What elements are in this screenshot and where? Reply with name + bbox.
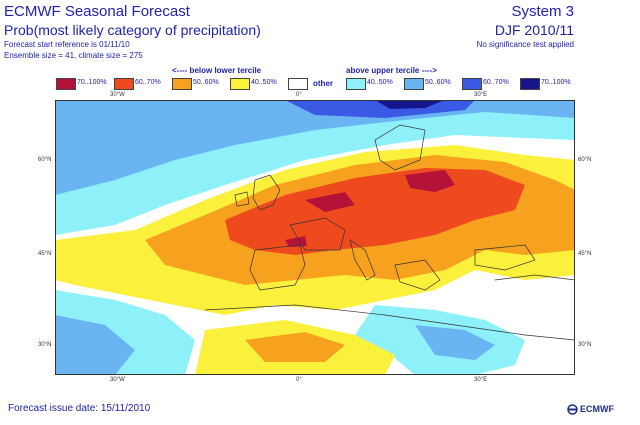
legend-label: 60..70% — [483, 79, 509, 86]
below-tercile-header: <---- below lower tercile — [172, 66, 262, 75]
coastline-scandinavia — [374, 124, 426, 171]
lat-label-right: 45°N — [578, 251, 592, 257]
navy-region — [375, 100, 445, 109]
red-orange-region — [225, 168, 525, 255]
coastline-france — [289, 217, 346, 251]
lon-label-top: 30°W — [110, 92, 125, 98]
system-label: System 3 — [511, 3, 574, 20]
issue-date: Forecast issue date: 15/11/2010 — [8, 403, 151, 414]
significance-note: No significance test applied — [476, 40, 574, 49]
legend-swatch — [172, 78, 192, 90]
legend-label: 40..50% — [251, 79, 277, 86]
lat-label-right: 30°N — [578, 342, 592, 348]
coastline-turkey — [494, 274, 575, 281]
legend-label: 50..60% — [193, 79, 219, 86]
legend-swatch — [404, 78, 424, 90]
coastline-north-africa — [204, 304, 575, 341]
lat-label-right: 60°N — [578, 157, 592, 163]
coastline-iberia — [249, 244, 306, 291]
lon-label-bottom: 30°W — [110, 377, 125, 383]
legend-swatch — [56, 78, 76, 90]
legend-swatch — [346, 78, 366, 90]
crimson-region-west — [305, 192, 355, 212]
legend-swatch — [520, 78, 540, 90]
coastline-italy — [349, 239, 376, 281]
legend-label: 70..100% — [77, 79, 107, 86]
legend-label: 60..70% — [135, 79, 161, 86]
lon-label-top: 0° — [296, 92, 302, 98]
coastlines — [204, 124, 575, 341]
crimson-region — [405, 170, 455, 192]
ecmwf-logo-text: ECMWF — [580, 404, 614, 414]
lon-label-bottom: 30°E — [474, 377, 488, 383]
above-tercile-header: above upper tercile ----> — [346, 66, 437, 75]
precipitation-map — [55, 100, 575, 375]
blue-region — [55, 100, 575, 195]
lon-label-bottom: 0° — [296, 377, 302, 383]
coastline-balkans — [394, 259, 441, 291]
legend-label: 40..50% — [367, 79, 393, 86]
blue-region-south — [55, 315, 135, 375]
lon-label-top: 30°E — [474, 92, 488, 98]
legend-other-label: other — [313, 79, 333, 88]
lat-label-left: 30°N — [38, 342, 52, 348]
lat-label-left: 60°N — [38, 157, 52, 163]
ecmwf-logo-icon — [567, 404, 578, 415]
legend-label: 50..60% — [425, 79, 451, 86]
coastline-britain — [252, 174, 281, 211]
blue-region-med — [415, 325, 495, 360]
page-subtitle: Prob(most likely category of precipitati… — [4, 22, 261, 38]
map-frame — [55, 100, 575, 375]
coastline-ireland — [234, 191, 250, 207]
coastline-black-sea — [474, 244, 536, 271]
period-label: DJF 2010/11 — [494, 22, 574, 38]
legend-swatch — [230, 78, 250, 90]
page-title: ECMWF Seasonal Forecast — [4, 3, 190, 20]
ensemble-size: Ensemble size = 41, climate size = 275 — [4, 51, 143, 60]
legend-swatch — [288, 78, 308, 90]
orange-region-south — [245, 332, 345, 362]
legend-swatch — [114, 78, 134, 90]
legend-swatch — [462, 78, 482, 90]
legend-label: 70..100% — [541, 79, 571, 86]
start-reference: Forecast start reference is 01/11/10 — [4, 40, 130, 49]
lat-label-left: 45°N — [38, 251, 52, 257]
